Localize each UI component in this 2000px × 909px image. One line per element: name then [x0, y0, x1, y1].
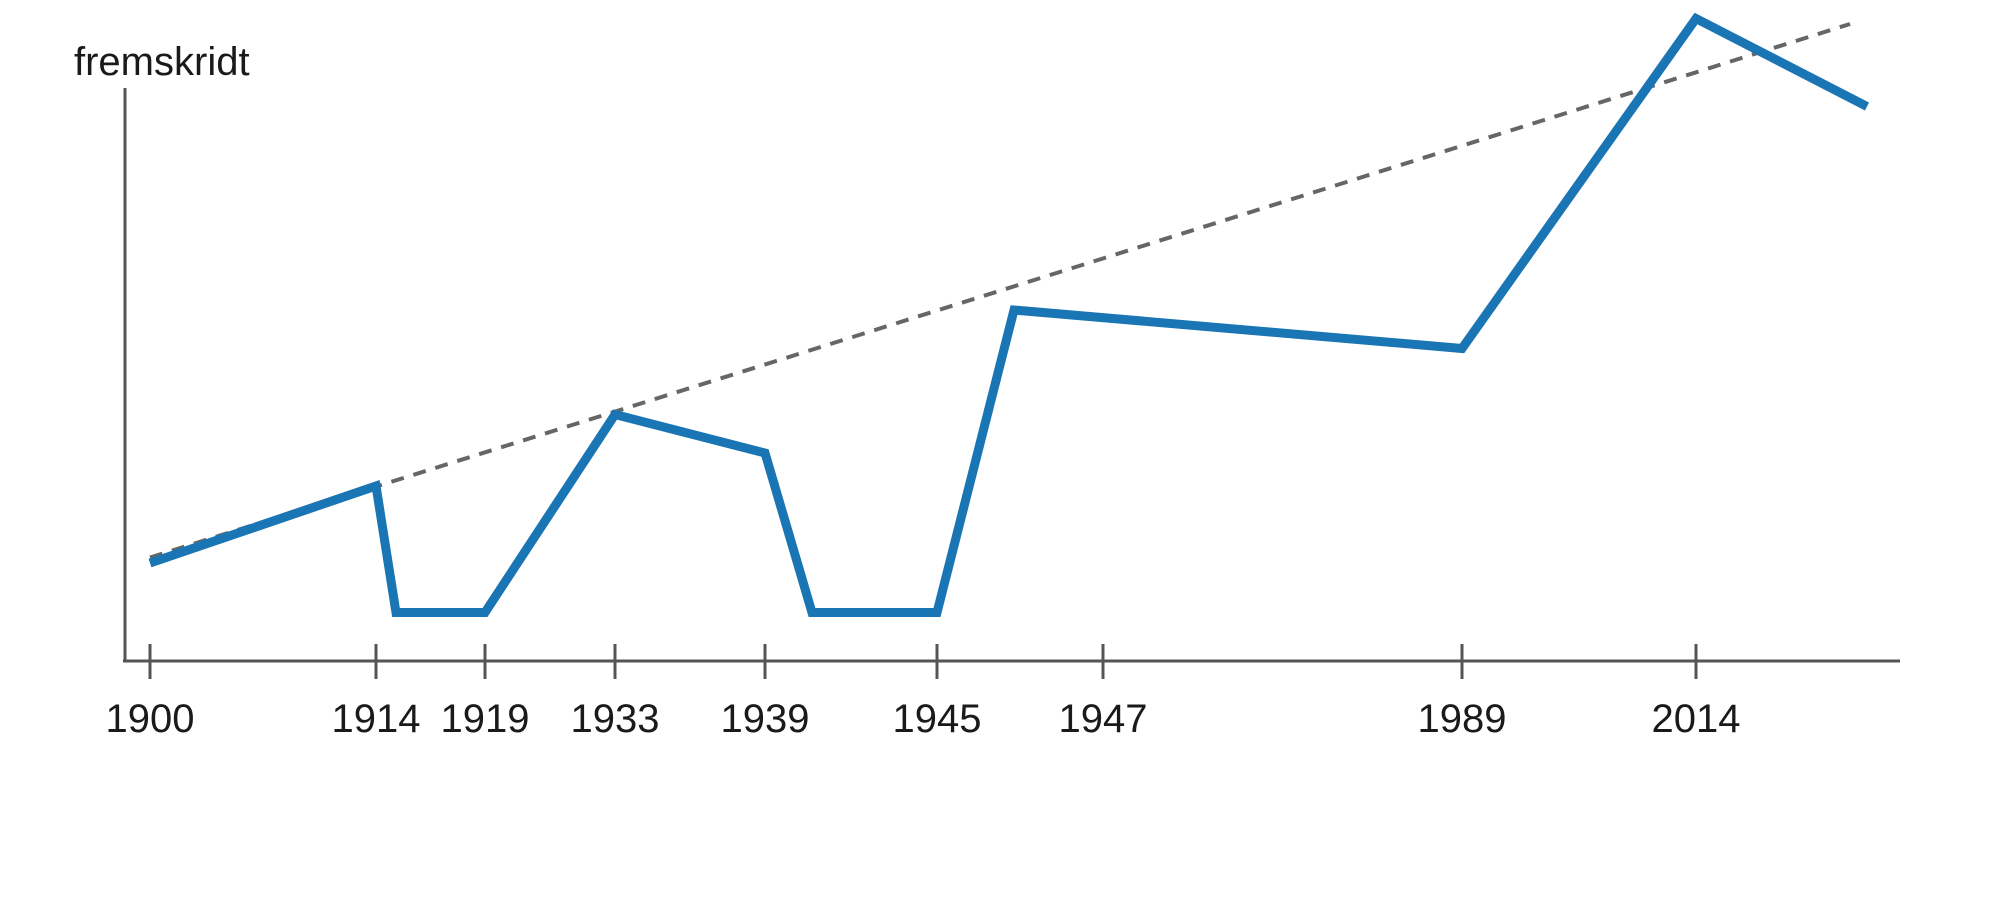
series-layer	[148, 12, 1870, 617]
x-tick-label: 1939	[721, 697, 810, 741]
x-tick-label: 1945	[893, 697, 982, 741]
x-ticks	[148, 644, 1698, 679]
x-tick-label: 1933	[571, 697, 660, 741]
x-tick-label: 1947	[1059, 697, 1148, 741]
x-tick-label: 1914	[332, 697, 421, 741]
progress-line	[148, 12, 1870, 617]
x-tick-label: 1900	[106, 697, 195, 741]
trend-line-dashed	[149, 22, 1851, 560]
y-axis-label: fremskridt	[74, 40, 250, 84]
x-tick-label: 2014	[1652, 697, 1741, 741]
x-tick-label: 1989	[1418, 697, 1507, 741]
x-tick-label: 1919	[441, 697, 530, 741]
x-tick-labels: 1900 1914 1919 1933 1939 1945 1947 1989 2014	[106, 697, 1741, 741]
axes	[123, 88, 1900, 663]
